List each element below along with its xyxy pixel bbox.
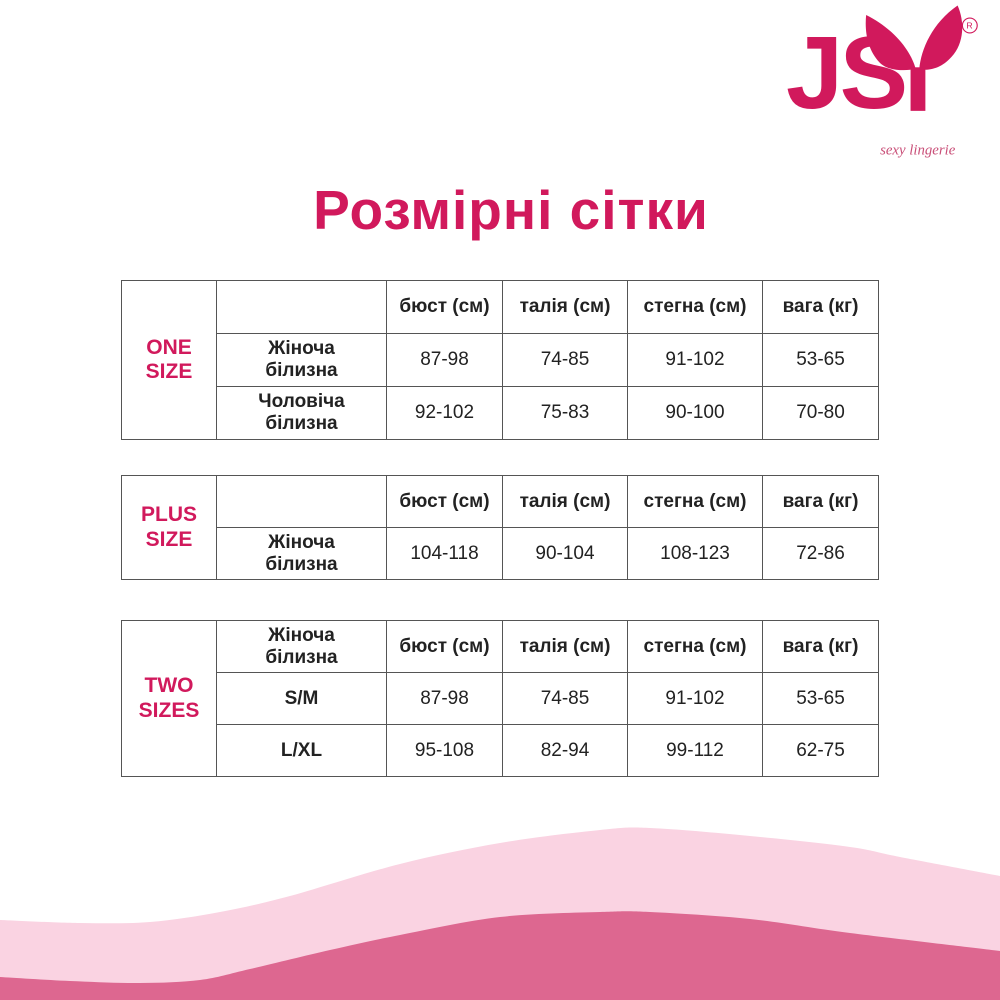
svg-text:sexy lingerie: sexy lingerie [880, 142, 956, 158]
svg-text:R: R [966, 21, 972, 31]
